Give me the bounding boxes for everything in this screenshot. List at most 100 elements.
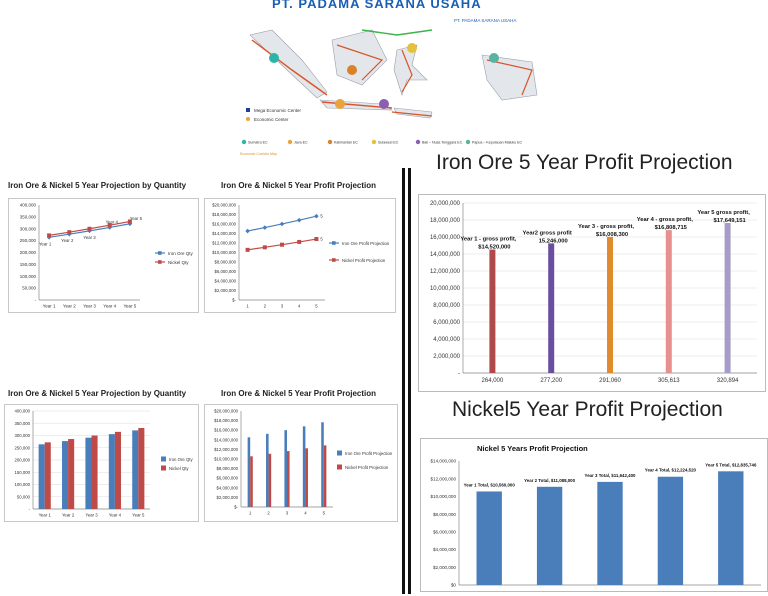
y-tick-label: $14,000,000 bbox=[430, 459, 456, 464]
bar bbox=[114, 431, 121, 509]
bar bbox=[250, 456, 253, 507]
end-label: 5 bbox=[320, 214, 323, 219]
iron-big-chart: - 2,000,000 4,000,000 6,000,000 8,000,000 10,… bbox=[418, 194, 766, 392]
bar-label: Year 1 Total, $10,560,000 bbox=[464, 482, 516, 487]
legend-marker bbox=[158, 251, 162, 255]
y-tick-label: $18,000,000 bbox=[214, 418, 239, 423]
legend-label: Nickel Profit Projection bbox=[345, 465, 389, 470]
legend-label: Iron Ore Profit Projection bbox=[342, 241, 390, 246]
y-tick-label: $10,000,000 bbox=[214, 457, 239, 462]
point-annotation: Year 4 bbox=[106, 219, 119, 224]
x-tick-label: 3 bbox=[281, 303, 284, 308]
y-tick-label: $12,000,000 bbox=[214, 447, 239, 452]
bar-label: Year 5 Total, $12,835,746 bbox=[705, 462, 757, 467]
legend-label: Nickel Qty bbox=[169, 466, 189, 471]
bar-label: Year 4 Total, $12,224,520 bbox=[645, 468, 697, 473]
series-point bbox=[127, 219, 132, 224]
point-annotation: Year 2 bbox=[61, 238, 74, 243]
qty-line-title: Iron Ore & Nickel 5 Year Projection by Q… bbox=[8, 181, 187, 190]
y-tick-label: - bbox=[35, 298, 37, 303]
x-tick-label: Year 5 bbox=[123, 304, 136, 309]
bar-label-line1: Year 4 - gross profit, bbox=[637, 217, 693, 223]
nickel-big-chart: Nickel 5 Years Profit Projection $0 $2,000… bbox=[420, 438, 768, 592]
y-tick-label: $2,000,000 bbox=[216, 495, 238, 500]
y-tick-label: 10,000,000 bbox=[430, 286, 461, 292]
y-tick-label: $4,000,000 bbox=[433, 547, 456, 552]
bar-label-line1: Year 3 - gross profit, bbox=[578, 224, 634, 230]
bar bbox=[268, 453, 272, 507]
corridor-legend-dot-1 bbox=[241, 139, 247, 145]
bar bbox=[657, 476, 684, 585]
bar bbox=[597, 481, 623, 585]
y-tick-label: 50,000 bbox=[17, 494, 31, 499]
corridor-legend-dot-2 bbox=[287, 139, 293, 145]
bar bbox=[38, 444, 45, 509]
papua-island bbox=[481, 54, 538, 101]
map-title: PT. PADAMA SARANA USAHA bbox=[272, 0, 482, 11]
x-tick-label: Year 3 bbox=[85, 512, 98, 517]
y-tick-label: - bbox=[458, 371, 460, 377]
y-tick-label: $0 bbox=[451, 583, 457, 588]
series-point bbox=[296, 217, 302, 223]
x-tick-label: 5 bbox=[315, 303, 318, 308]
y-tick-label: $2,000,000 bbox=[214, 288, 236, 293]
x-tick-label: 277,200 bbox=[540, 378, 562, 384]
x-tick-label: 320,894 bbox=[717, 378, 739, 384]
bar bbox=[284, 430, 287, 507]
series-point bbox=[47, 233, 52, 238]
legend-swatch bbox=[161, 456, 166, 462]
y-tick-label: $8,000,000 bbox=[214, 260, 236, 265]
y-tick-label: $6,000,000 bbox=[214, 269, 236, 274]
nickel-big-heading: Nickel5 Year Profit Projection bbox=[452, 398, 723, 421]
corridor-legend-label-4: Sulawesi EC bbox=[378, 141, 399, 145]
corridor-1-marker bbox=[269, 53, 279, 63]
x-tick-label: 5 bbox=[323, 510, 326, 515]
y-tick-label: $6,000,000 bbox=[216, 476, 238, 481]
corridor-legend-dot-3 bbox=[327, 139, 333, 145]
y-tick-label: $10,000,000 bbox=[430, 494, 456, 499]
x-tick-label: Year 1 bbox=[39, 512, 52, 517]
profit-line-chart: $- $2,000,000 $4,000,000 $6,000,000 $8,000,0… bbox=[204, 198, 396, 313]
bar bbox=[718, 471, 744, 585]
legend-ec: Economic Center bbox=[254, 117, 289, 122]
corridor-4-marker bbox=[407, 43, 417, 53]
ec-legend-icon bbox=[246, 117, 250, 121]
y-tick-label: 6,000,000 bbox=[433, 320, 460, 326]
bar bbox=[247, 437, 251, 507]
bar-label-line1: Year2 gross profit bbox=[523, 230, 572, 236]
point-annotation: Year 1 bbox=[39, 241, 52, 246]
y-tick-label: $2,000,000 bbox=[433, 565, 456, 570]
map-illustration: PT. PADAMA SARANA USAHA Mega Economic Ce… bbox=[240, 18, 538, 156]
y-tick-label: 200,000 bbox=[20, 250, 37, 255]
bar bbox=[607, 236, 613, 373]
y-tick-label: 400,000 bbox=[20, 203, 37, 208]
bar-label: Year 2 Total, $11,088,000 bbox=[524, 478, 575, 483]
y-tick-label: $- bbox=[234, 505, 238, 510]
series-point bbox=[245, 228, 250, 234]
series-point bbox=[87, 226, 92, 231]
corridor-legend-dot-4 bbox=[371, 139, 377, 145]
y-tick-label: 300,000 bbox=[20, 226, 37, 231]
x-tick-label: 305,613 bbox=[658, 378, 680, 384]
y-tick-label: 2,000,000 bbox=[433, 354, 460, 360]
y-tick-label: $12,000,000 bbox=[430, 476, 456, 481]
bar-label-line2: $16,808,715 bbox=[655, 225, 688, 231]
iron-big-heading: Iron Ore 5 Year Profit Projection bbox=[436, 151, 733, 174]
divider-right bbox=[408, 168, 411, 594]
y-tick-label: $6,000,000 bbox=[433, 529, 456, 534]
legend-label: Iron Ore Qty bbox=[168, 251, 194, 256]
y-tick-label: 100,000 bbox=[20, 274, 37, 279]
y-tick-label: 12,000,000 bbox=[430, 269, 461, 275]
corridor-5-marker bbox=[379, 99, 389, 109]
y-tick-label: 8,000,000 bbox=[433, 303, 460, 309]
y-tick-label: 100,000 bbox=[14, 482, 30, 487]
bar bbox=[62, 441, 69, 509]
profit-bar-title: Iron Ore & Nickel 5 Year Profit Projecti… bbox=[221, 389, 377, 398]
x-tick-label: 4 bbox=[304, 510, 307, 515]
x-tick-label: 3 bbox=[286, 510, 289, 515]
series-point bbox=[280, 242, 284, 247]
bar bbox=[489, 249, 496, 373]
x-tick-label: 264,000 bbox=[482, 378, 504, 384]
legend-marker bbox=[332, 241, 336, 245]
x-tick-label: Year 3 bbox=[83, 304, 96, 309]
